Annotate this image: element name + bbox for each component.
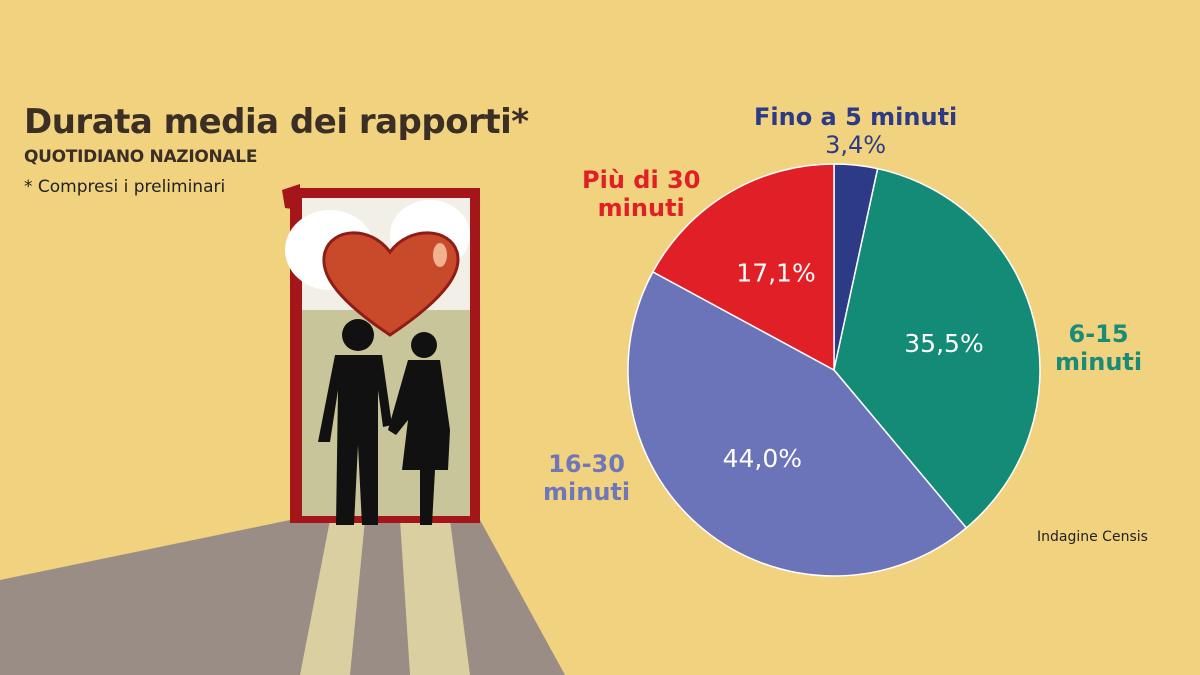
pie-value-label-4: 17,1% [736,259,815,288]
footnote: * Compresi i preliminari [24,177,226,197]
legend-label-16-30: 16-30 minuti [543,450,630,506]
pie-chart: 35,5% 44,0% 17,1% [627,163,1041,577]
pie-value-label-2: 35,5% [904,329,983,358]
legend-label-6-15: 6-15 minuti [1055,320,1142,376]
chart-title: Durata media dei rapporti* [24,102,529,142]
couple-silhouette [318,319,450,525]
pie-value-label-3: 44,0% [723,444,802,473]
couple-doorway-illustration [0,184,565,675]
category-name-line: 16-30 [548,450,625,478]
credit-label: Indagine Censis [1037,529,1148,545]
door-flap [282,184,300,210]
pie-slice-3 [627,270,968,577]
floor-shadow [0,520,565,675]
pie-slice-4 [651,163,835,372]
category-name-line: minuti [543,478,631,506]
legend-label-piu-di-30: Più di 30 minuti [582,166,700,222]
category-name-line: 6-15 [1068,320,1129,348]
heart-icon [322,231,460,337]
pie-slice-2 [833,167,1041,529]
category-name-line: minuti [1055,348,1143,376]
category-name-line: Più di 30 [582,166,701,194]
category-name: Fino a 5 minuti [754,103,958,131]
data-label-fino-a-5: 3,4% [825,131,887,159]
source-label: QUOTIDIANO NAZIONALE [24,147,258,167]
light-shadow-1 [300,520,365,675]
heart-highlight [433,243,447,267]
category-name-line: minuti [597,194,685,222]
legend-label-fino-a-5: Fino a 5 minuti 3,4% [754,103,957,159]
light-shadow-2 [400,520,470,675]
